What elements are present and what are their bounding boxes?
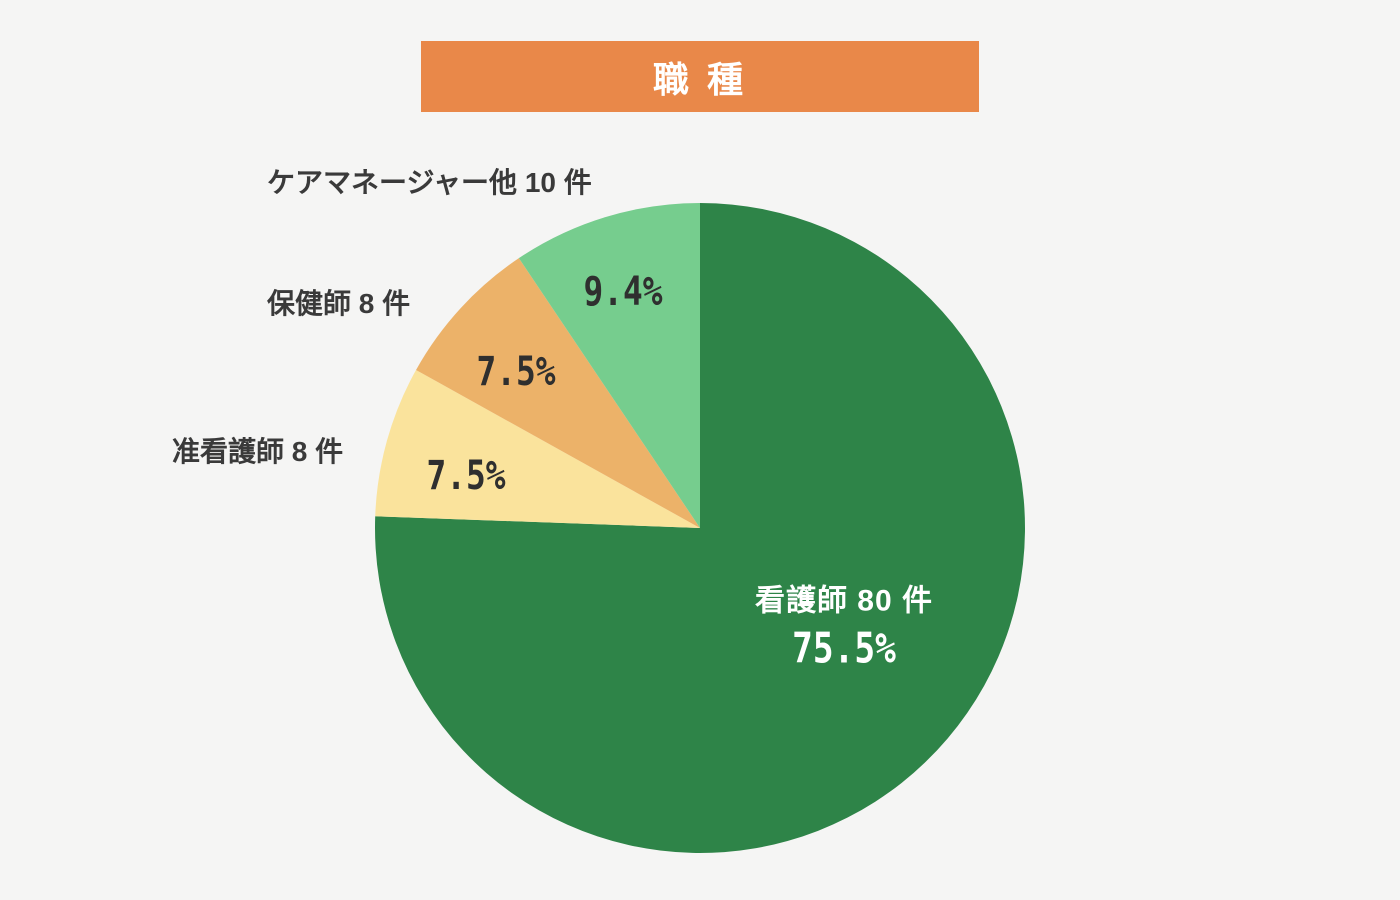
slice-percent-hokenshi: 7.5% [476,349,556,395]
slice-label-kangoshi: 看護師 80 件 [754,584,934,618]
slice-label-hokenshi: 保健師 8 件 [267,288,411,319]
pie-slice-3 [518,203,700,528]
slice-label-junkangoshi: 准看護師 8 件 [172,436,344,467]
slice-label-kangoshi-block: 看護師 80 件 75.5% [755,576,933,673]
chart-title-bar: 職 種 [421,41,979,112]
chart-title: 職 種 [652,58,747,100]
slice-percent-care-manager: 9.4% [583,269,663,315]
slice-percent-kangoshi: 75.5% [792,623,896,673]
slice-label-care-manager: ケアマネージャー他 10 件 [267,167,592,198]
pie-slice-1 [375,369,700,528]
pie-slice-2 [416,258,700,528]
slice-percent-junkangoshi: 7.5% [426,453,506,499]
pie-slice-0 [374,203,1025,854]
